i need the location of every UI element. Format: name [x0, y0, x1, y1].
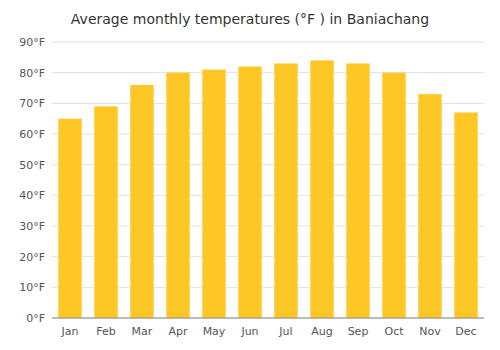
- y-tick-label: 70°F: [19, 97, 45, 110]
- chart-svg: Average monthly temperatures (°F ) in Ba…: [0, 0, 500, 350]
- bar: [418, 94, 441, 318]
- y-tick-label: 50°F: [19, 159, 45, 172]
- x-tick-label: Dec: [455, 325, 476, 338]
- x-tick-label: Mar: [132, 325, 153, 338]
- title: Average monthly temperatures (°F ) in Ba…: [71, 11, 429, 27]
- bar: [310, 60, 333, 318]
- bars: [58, 60, 477, 318]
- y-tick-label: 10°F: [19, 281, 45, 294]
- bar: [202, 70, 225, 318]
- y-tick-label: 0°F: [26, 312, 45, 325]
- bar: [166, 73, 189, 318]
- bar: [238, 67, 261, 318]
- x-tick-label: Jun: [240, 325, 258, 338]
- grid-line: [52, 72, 484, 73]
- x-tick-label: Apr: [168, 325, 188, 338]
- y-axis: 0°F 10°F 20°F 30°F 40°F 50°F 60°F 70°F 80°F 90°F: [19, 36, 484, 325]
- bar: [382, 73, 405, 318]
- y-tick-label: 20°F: [19, 251, 45, 264]
- bar: [454, 113, 477, 318]
- x-tick-label: Jan: [61, 325, 79, 338]
- grid-line: [52, 318, 484, 319]
- x-tick-label: Aug: [311, 325, 332, 338]
- chart-container: Average monthly temperatures (°F ) in Ba…: [0, 0, 500, 350]
- grid-line: [52, 42, 484, 43]
- bar: [130, 85, 153, 318]
- bar: [58, 119, 81, 318]
- x-tick-label: Feb: [96, 325, 115, 338]
- x-tick-label: May: [203, 325, 226, 338]
- bar: [274, 63, 297, 318]
- x-axis: Jan Feb Mar Apr May Jun Jul Aug Sep Oct Nov Dec: [52, 318, 484, 338]
- y-tick-label: 80°F: [19, 67, 45, 80]
- y-tick-label: 30°F: [19, 220, 45, 233]
- x-tick-label: Nov: [419, 325, 441, 338]
- y-tick-label: 60°F: [19, 128, 45, 141]
- y-tick-label: 40°F: [19, 189, 45, 202]
- bar: [94, 106, 117, 318]
- bar: [346, 63, 369, 318]
- y-tick-label: 90°F: [19, 36, 45, 49]
- x-axis-line: [52, 318, 484, 319]
- x-tick-label: Oct: [384, 325, 404, 338]
- x-tick-label: Sep: [348, 325, 369, 338]
- x-tick-label: Jul: [278, 325, 292, 338]
